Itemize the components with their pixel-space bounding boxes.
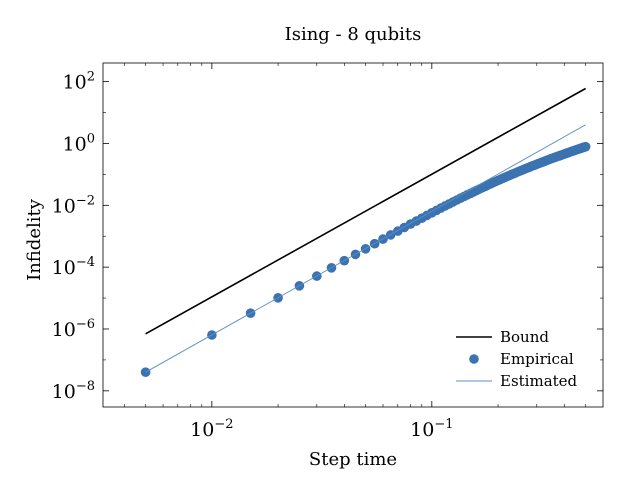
y-tick-label: 102 [63, 70, 95, 94]
y-tick-label: 10−6 [52, 317, 95, 341]
x-tick-label: 10−2 [190, 417, 233, 441]
y-tick-label: 100 [63, 131, 95, 155]
legend: Bound Empirical Estimated [456, 328, 578, 390]
legend-swatch-empirical [469, 354, 479, 364]
legend-label-bound: Bound [500, 328, 549, 346]
legend-label-estimated: Estimated [500, 372, 578, 390]
y-tick-label: 10−2 [52, 193, 95, 217]
series-line-bound [145, 87, 586, 335]
data-point [580, 141, 591, 152]
axes: 10−8 10−6 10−4 10−2 100 102 10−2 10−1 [52, 62, 604, 441]
x-tick-label: 10−1 [410, 417, 453, 441]
y-tick-label: 10−4 [52, 255, 95, 279]
series-line-estimated [145, 124, 586, 373]
x-axis-label: Step time [309, 449, 397, 470]
chart-title: Ising - 8 qubits [285, 24, 422, 45]
y-axis-label: Infidelity [24, 198, 45, 281]
plot-area [140, 87, 591, 378]
y-tick-label: 10−8 [52, 379, 95, 403]
legend-label-empirical: Empirical [500, 350, 574, 368]
plot-frame [102, 62, 604, 408]
